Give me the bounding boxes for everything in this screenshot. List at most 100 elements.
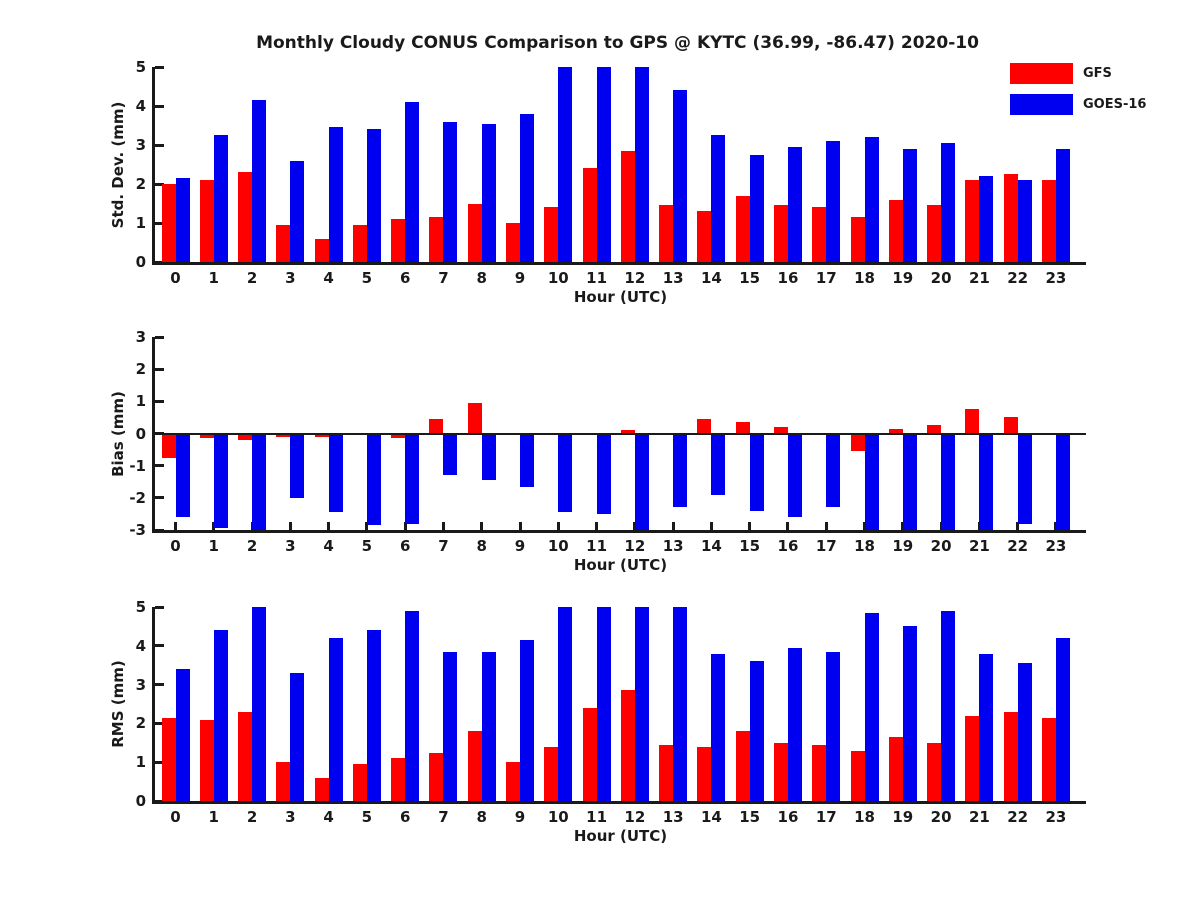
y-tick	[155, 104, 164, 108]
x-tick	[174, 522, 177, 530]
x-tick-label: 14	[700, 269, 722, 287]
x-tick	[824, 522, 828, 530]
x-tick-label: 11	[586, 537, 608, 555]
y-axis-label: Std. Dev. (mm)	[109, 101, 127, 228]
goes-bar	[252, 433, 267, 530]
x-tick-label: 22	[1007, 269, 1029, 287]
y-tick	[155, 260, 164, 264]
x-tick-label: 23	[1045, 537, 1067, 555]
stddev-subplot: 0 1 2 3 4 5 0 1 2 3 4 5 6 7 8 9 10 11 12 13 14 15 16 17 18 19 20 21…	[109, 58, 1086, 306]
y-tick-label: 3	[135, 675, 146, 694]
gfs-bar	[238, 433, 253, 440]
gfs-bar	[1003, 711, 1018, 801]
y-tick-label: 4	[135, 97, 146, 115]
gfs-bar	[965, 715, 980, 801]
x-tick-label: 15	[739, 537, 761, 555]
goes-bar	[749, 661, 764, 801]
rms-subplot: 0 1 2 3 4 5 0 1 2 3 4 5 6 7 8 9 10 11 12 13 14 15 16 17 18 19 20 21…	[109, 598, 1086, 845]
gfs-bar	[927, 425, 942, 434]
goes16-legend-label: GOES-16	[1083, 96, 1147, 112]
goes-bar	[634, 433, 649, 530]
goes-bar	[290, 433, 305, 498]
gfs-bar	[927, 205, 942, 262]
goes-bar	[520, 433, 535, 487]
goes-bar	[443, 651, 458, 801]
x-tick-label: 0	[170, 269, 181, 287]
y-tick	[155, 605, 164, 609]
goes-bar	[979, 176, 994, 262]
x-axis-label: Hour (UTC)	[573, 556, 668, 574]
x-tick-label: 17	[815, 537, 837, 555]
x-tick-label: 8	[476, 537, 487, 555]
gfs-bar	[199, 719, 214, 801]
x-tick-label: 20	[930, 269, 952, 287]
x-tick-label: 11	[586, 808, 608, 826]
x-tick-label: 8	[476, 269, 487, 287]
goes-bar	[864, 433, 879, 530]
x-tick-label: 16	[777, 537, 799, 555]
x-tick	[480, 522, 484, 530]
gfs-bar	[965, 409, 980, 434]
goes-bar	[405, 433, 420, 524]
gfs-bar	[697, 211, 712, 262]
x-tick-label: 2	[246, 269, 258, 287]
goes-bar	[673, 607, 688, 801]
y-tick	[155, 528, 164, 532]
x-tick-label: 5	[361, 808, 373, 826]
goes-bar	[673, 90, 688, 262]
goes-bar	[252, 607, 267, 801]
bias-plot-area: 3 2 1 0 -1 -2 -3 0 1 2 3 4 5 6 7 8 9 10 11 12 13 14 15 16 17 18 19…	[109, 328, 1086, 574]
x-tick-label: 6	[399, 269, 411, 287]
gfs-bar	[888, 736, 903, 801]
goes-bar	[864, 612, 879, 801]
x-tick-label: 9	[514, 269, 526, 287]
x-tick-label: 4	[323, 537, 334, 555]
y-tick-label: -3	[129, 521, 146, 539]
x-tick-label: 20	[930, 808, 952, 826]
gfs-bar	[888, 199, 903, 262]
x-tick-label: 23	[1045, 269, 1067, 287]
x-tick-label: 3	[285, 808, 296, 826]
goes-bar	[1055, 433, 1070, 530]
y-axis-label: RMS (mm)	[109, 660, 127, 748]
x-tick-label: 6	[399, 808, 411, 826]
gfs-bar	[391, 758, 406, 801]
y-tick-label: 3	[135, 328, 146, 346]
gfs-bar	[965, 180, 980, 262]
goes-bar	[1017, 433, 1032, 524]
x-tick-label: 0	[170, 537, 181, 555]
y-tick	[155, 399, 164, 403]
x-tick-label: 1	[208, 808, 219, 826]
goes-bar	[749, 154, 764, 262]
goes-bar	[787, 647, 802, 801]
gfs-bar	[773, 742, 788, 801]
gfs-bar	[161, 184, 176, 262]
x-tick-label: 0	[170, 808, 181, 826]
x-tick-label: 10	[547, 808, 569, 826]
gfs-bar	[850, 217, 865, 262]
gfs-bar	[429, 217, 444, 262]
y-tick-label: 5	[135, 58, 146, 76]
y-tick-label: 4	[135, 636, 146, 655]
x-tick-label: 7	[438, 537, 449, 555]
x-tick-label: 16	[777, 269, 799, 287]
x-tick-label: 15	[739, 269, 761, 287]
x-tick-label: 9	[514, 808, 526, 826]
y-tick-label: -1	[129, 456, 146, 475]
goes-bar	[175, 433, 190, 518]
x-tick-label: 22	[1007, 537, 1029, 555]
goes-bar	[558, 607, 573, 801]
x-tick	[671, 522, 675, 530]
y-tick	[155, 367, 164, 371]
goes-bar	[558, 433, 573, 513]
goes-bar	[1055, 638, 1070, 801]
y-tick-label: 2	[135, 175, 146, 193]
goes-bar	[366, 129, 381, 262]
gfs-bar	[314, 238, 329, 262]
gfs-bar	[506, 762, 521, 801]
goes-bar	[826, 141, 841, 262]
stddev-plot-area: 0 1 2 3 4 5 0 1 2 3 4 5 6 7 8 9 10 11 12 13 14 15 16 17 18 19 20 21…	[109, 58, 1086, 306]
gfs-bar	[773, 205, 788, 262]
goes-bar	[520, 113, 535, 262]
goes-bar	[175, 669, 190, 801]
